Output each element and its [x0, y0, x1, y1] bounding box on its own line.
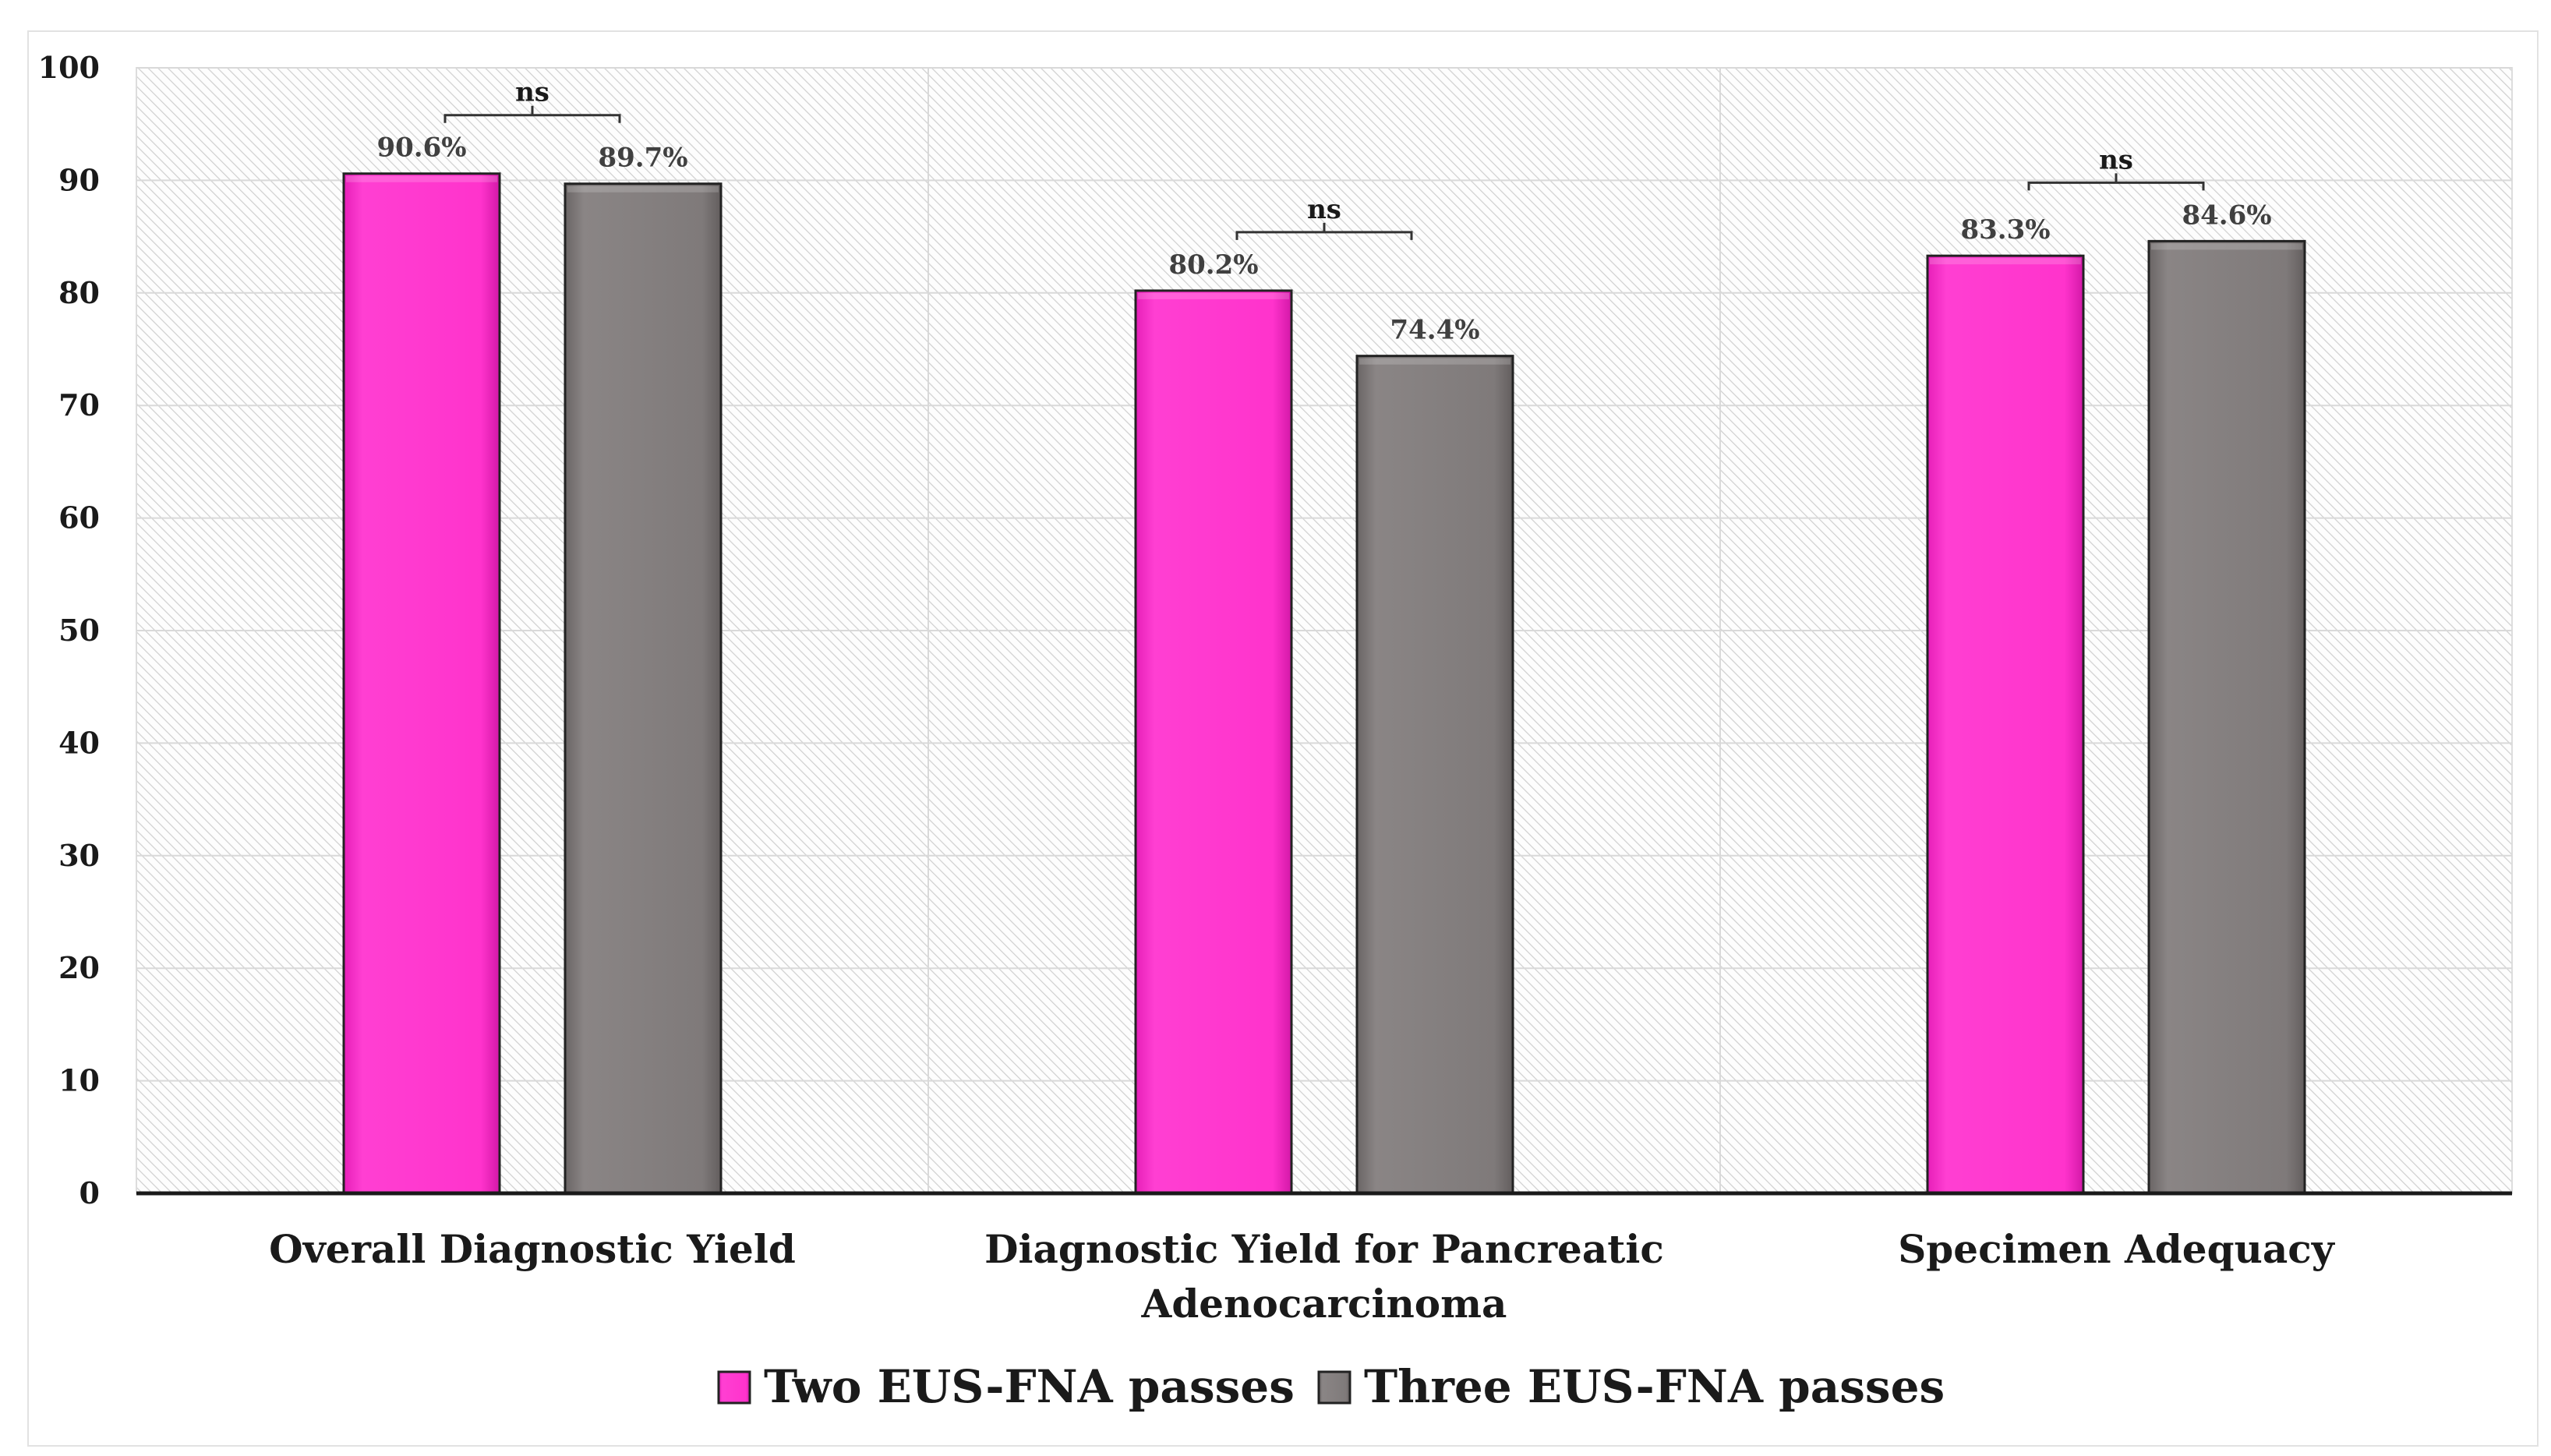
- y-tick-label: 60: [58, 500, 100, 535]
- legend-item: Three EUS-FNA passes: [1317, 1360, 1945, 1413]
- legend-label: Two EUS-FNA passes: [764, 1360, 1295, 1413]
- x-axis-labels: Overall Diagnostic Yield Diagnostic Yield…: [269, 1226, 2336, 1327]
- bar-bevel: [346, 175, 497, 182]
- x-category-label: Overall Diagnostic Yield: [269, 1226, 796, 1272]
- bars: [342, 172, 2306, 1195]
- data-label: 83.3%: [1960, 214, 2050, 246]
- y-tick-label: 80: [58, 275, 100, 310]
- y-tick-label: 30: [58, 838, 100, 873]
- y-axis: 0 10 20 30 40 50 60 70 80 90 100: [38, 50, 100, 1210]
- data-label: 84.6%: [2182, 200, 2271, 231]
- x-category-label-line: Overall Diagnostic Yield: [269, 1226, 796, 1272]
- x-category-label: Specimen Adequacy: [1898, 1226, 2336, 1272]
- y-tick-label: 90: [58, 162, 100, 197]
- y-tick-label: 0: [79, 1175, 100, 1210]
- significance-label: ns: [515, 77, 549, 108]
- bar-three-passes: [2147, 239, 2306, 1195]
- data-label: 89.7%: [598, 143, 687, 174]
- significance-bracket: [443, 105, 621, 123]
- plot-area: [136, 67, 2513, 1194]
- data-label: 90.6%: [376, 133, 466, 164]
- y-tick-label: 70: [58, 387, 100, 422]
- y-tick-label: 50: [58, 613, 100, 648]
- significance-brackets: ns ns ns: [443, 77, 2205, 240]
- y-tick-label: 40: [58, 725, 100, 760]
- bar-three-passes: [564, 182, 723, 1195]
- significance-label: ns: [2099, 144, 2133, 175]
- bar-bevel: [1359, 358, 1510, 365]
- bar-three-passes: [1355, 355, 1514, 1195]
- data-label: 74.4%: [1390, 315, 1479, 346]
- legend-label: Three EUS-FNA passes: [1364, 1360, 1945, 1413]
- legend-swatch: [717, 1370, 751, 1405]
- legend-item: Two EUS-FNA passes: [717, 1360, 1295, 1413]
- category-dividers: [927, 68, 1721, 1193]
- data-labels: 90.6% 89.7% 80.2% 74.4% 83.3% 84.6%: [376, 133, 2271, 346]
- bar-bevel: [1138, 292, 1289, 299]
- data-label: 80.2%: [1168, 249, 1258, 281]
- x-category-label-line: Diagnostic Yield for Pancreatic: [984, 1226, 1664, 1272]
- x-category-label-line: Specimen Adequacy: [1898, 1226, 2336, 1272]
- bar-two-passes: [1134, 289, 1293, 1195]
- bar-two-passes: [1926, 254, 2085, 1195]
- legend-swatch: [1317, 1370, 1351, 1405]
- significance-label: ns: [1307, 194, 1341, 225]
- y-tick-label: 10: [58, 1063, 100, 1098]
- y-tick-label: 100: [38, 50, 100, 85]
- significance-bracket: [1235, 222, 1413, 240]
- x-category-label: Diagnostic Yield for Pancreatic Adenocarc…: [984, 1226, 1664, 1327]
- bar-bevel: [567, 186, 719, 193]
- bar-bevel: [1930, 258, 2081, 265]
- y-tick-label: 20: [58, 950, 100, 985]
- legend: Two EUS-FNA passes Three EUS-FNA passes: [717, 1360, 1945, 1413]
- significance-bracket: [2027, 173, 2205, 191]
- x-category-label-line: Adenocarcinoma: [1141, 1281, 1507, 1327]
- bar-two-passes: [342, 172, 501, 1195]
- bar-bevel: [2151, 243, 2302, 250]
